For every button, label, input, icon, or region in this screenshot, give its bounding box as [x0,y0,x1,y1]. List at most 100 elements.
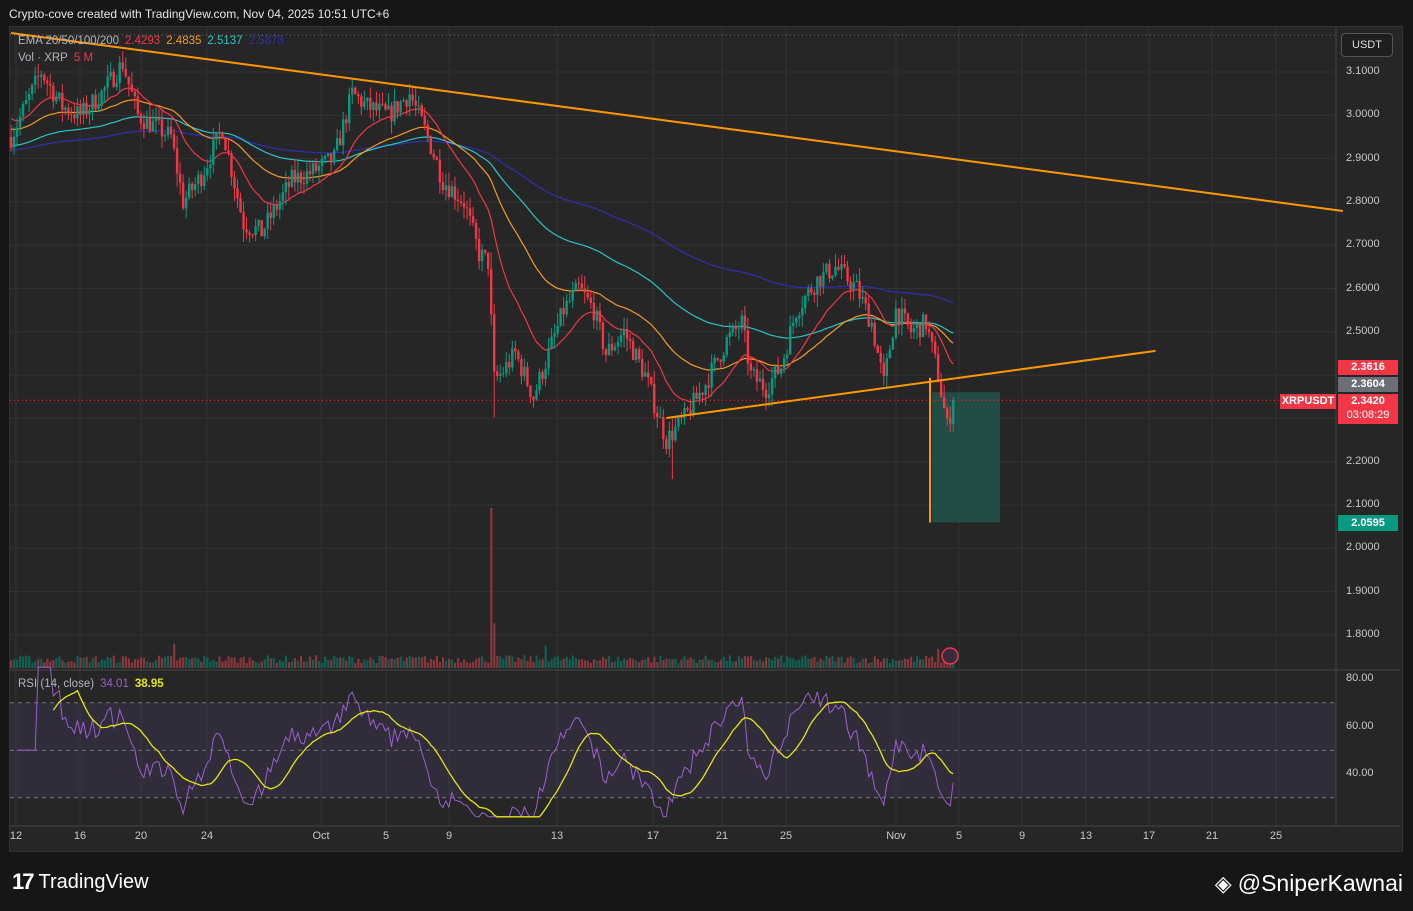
candle-body [909,324,913,333]
ema200-value: 2.5873 [248,35,284,47]
volume-bar [843,662,846,668]
volume-bar [532,661,535,668]
volume-bar [925,655,928,668]
candle-body [67,107,70,115]
volume-bar [831,656,834,668]
volume-bar [469,662,472,668]
volume-label: Vol · XRP [18,52,68,64]
tv-logo-icon: 17 [12,869,35,894]
candle-body [76,105,79,119]
time-tick: 12 [9,830,23,842]
volume-bar [142,658,146,668]
candle-body [127,76,130,85]
volume-bar [176,660,179,668]
candle-body [447,185,451,198]
tradingview-logo[interactable]: 17 TradingView [12,869,149,895]
volume-bar [523,655,526,668]
ema20-value: 2.4293 [125,35,161,47]
candle-body [124,69,127,77]
candle-body [420,105,423,116]
volume-bar [710,660,713,668]
volume-bar [293,658,297,668]
volume-bar [858,662,861,668]
candle-body [245,229,248,233]
candle-body [496,371,499,376]
volume-bar [577,659,580,668]
currency-button[interactable]: USDT [1341,33,1393,57]
candle-body [770,378,774,395]
volume-bar [912,661,916,668]
candle-body [320,159,324,166]
volume-bar [148,662,152,668]
volume-bar [151,662,155,668]
volume-bar [840,656,843,668]
candle-body [550,336,553,348]
candle-body [523,366,526,377]
volume-bar [161,657,164,668]
volume-bar [626,659,629,668]
candle-body [402,100,405,102]
chart-frame [9,26,1403,852]
candle-body [949,418,952,424]
volume-bar [922,659,925,668]
drawings [10,32,1343,665]
candle-body [562,308,565,315]
rsi-legend[interactable]: RSI (14, close) 34.01 38.95 [18,678,170,690]
candle-body [589,297,593,304]
volume-bar [266,655,269,668]
time-tick: 25 [779,830,793,842]
volume-bar [481,656,484,668]
volume-bar [278,659,281,668]
volume-bar [909,656,913,668]
candle-body [209,164,212,169]
volume-bar [795,660,798,668]
volume-bar [127,658,130,668]
rsi-line [17,666,954,819]
volume-bar [538,659,541,668]
candle-body [64,107,67,111]
volume-bar [272,658,275,668]
volume-bar [100,659,103,668]
volume-bar [10,660,13,668]
volume-bar [580,659,583,668]
volume-bar [447,658,451,668]
volume-legend[interactable]: Vol · XRP 5 M [18,52,99,64]
candle-body [221,132,224,139]
volume-bar [916,655,919,668]
candle-body [752,369,756,371]
candle-body [462,202,466,208]
candle-body [674,426,677,441]
candle-body [876,345,879,353]
candle-body [30,84,34,94]
candle-body [360,96,363,107]
volume-bar [816,661,819,668]
volume-bar [614,661,617,668]
volume-bar [381,655,384,668]
candle-body [505,362,508,374]
volume-bar [780,655,783,668]
candle-body [713,357,716,363]
candle-body [27,93,31,100]
candle-body [939,381,943,397]
ema-legend[interactable]: EMA 20/50/100/200 2.4293 2.4835 2.5137 2.587… [18,35,290,47]
time-tick: 5 [382,830,390,842]
price-label-prev-close: 2.3604 [1338,377,1398,392]
candle-body [952,400,955,424]
volume-bar [704,655,707,668]
candle-body [103,87,106,91]
volume-bar [919,659,922,668]
volume-bar [154,659,158,668]
candle-body [302,182,306,184]
candle-body [483,249,487,253]
candle-body [568,300,571,302]
volume-bar [459,662,463,668]
volume-bar [725,660,728,668]
volume-bar [680,659,683,668]
volume-bar [299,655,303,668]
ema100-value: 2.5137 [207,35,243,47]
candle-body [163,135,167,137]
descending-trendline [10,32,1343,212]
candle-body [764,389,768,399]
volume-bar [716,662,719,668]
